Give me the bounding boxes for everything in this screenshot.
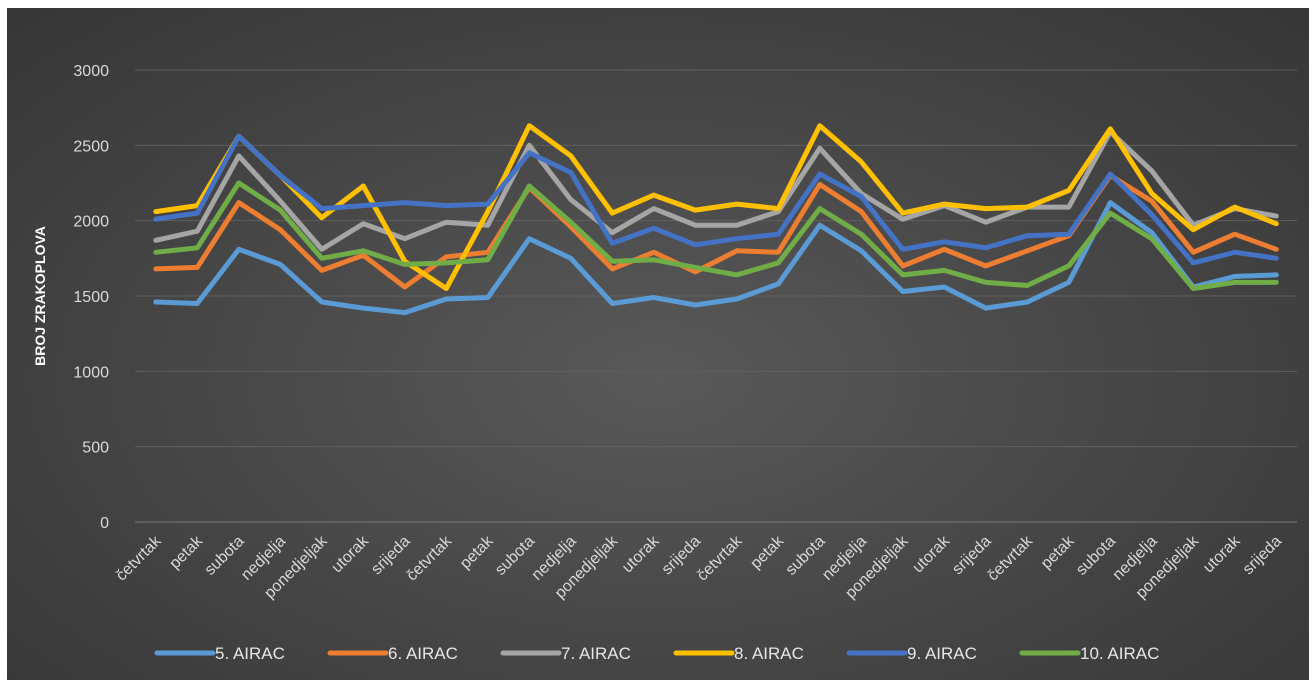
legend-label: 5. AIRAC	[215, 644, 285, 663]
legend-label: 8. AIRAC	[734, 644, 804, 663]
legend-item: 7. AIRAC	[500, 644, 631, 663]
y-axis-ticks: 0 500 1000 1500 2000 2500 3000	[73, 63, 109, 532]
legend-label: 9. AIRAC	[907, 644, 977, 663]
x-tick-label: utorak	[910, 532, 954, 576]
y-axis-title: BROJ ZRAKOPLOVA	[32, 226, 48, 366]
series-line-7-airac	[153, 129, 1279, 252]
legend-label: 10. AIRAC	[1080, 644, 1159, 663]
legend-item: 9. AIRAC	[846, 644, 977, 663]
x-axis-ticks: četvrtak petaksubotanedjeljaponedjeljakut…	[113, 532, 1285, 602]
y-tick-label: 2500	[73, 138, 109, 155]
series-line-10-airac	[153, 180, 1279, 291]
x-tick-label: utorak	[329, 532, 373, 576]
series-line-8-airac	[153, 123, 1279, 291]
legend-item: 8. AIRAC	[673, 644, 804, 663]
legend-item: 5. AIRAC	[154, 644, 285, 663]
y-tick-label: 1500	[73, 289, 109, 306]
y-tick-label: 500	[82, 440, 109, 457]
legend: 5. AIRAC 6. AIRAC 7. AIRAC 8. AIRAC 9. AIRAC…	[154, 644, 1159, 663]
series-line-9-airac	[153, 133, 1279, 266]
legend-item: 10. AIRAC	[1019, 644, 1159, 663]
chart-area: 0 500 1000 1500 2000 2500 3000 BROJ ZRAKOPLOVA…	[7, 8, 1309, 680]
series-lines	[153, 123, 1279, 316]
y-tick-label: 0	[100, 515, 109, 532]
line-chart: 0 500 1000 1500 2000 2500 3000 BROJ ZRAKOPLOVA…	[32, 63, 1297, 663]
y-tick-label: 2000	[73, 214, 109, 231]
x-tick-label: četvrtak	[694, 532, 746, 584]
legend-label: 7. AIRAC	[561, 644, 631, 663]
x-tick-label: četvrtak	[984, 532, 1036, 584]
legend-label: 6. AIRAC	[388, 644, 458, 663]
x-tick-label: utorak	[1200, 532, 1244, 576]
x-tick-label: utorak	[619, 532, 663, 576]
legend-item: 6. AIRAC	[327, 644, 458, 663]
x-tick-label: četvrtak	[403, 532, 455, 584]
x-tick-label: srijeda	[1240, 533, 1285, 578]
x-tick-label: četvrtak	[113, 532, 165, 584]
gridlines	[135, 69, 1297, 523]
y-tick-label: 3000	[73, 63, 109, 80]
y-tick-label: 1000	[73, 364, 109, 381]
